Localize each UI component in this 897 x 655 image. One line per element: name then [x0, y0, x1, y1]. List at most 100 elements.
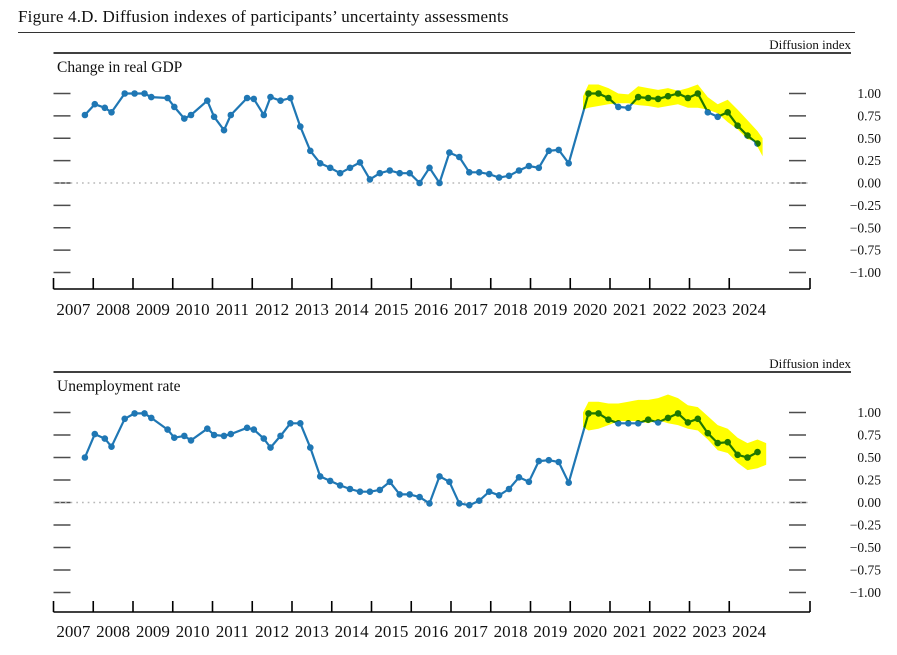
data-point [81, 454, 89, 461]
y-tick-label: −0.75 [850, 243, 881, 258]
data-point [406, 169, 414, 177]
data-point [416, 179, 423, 187]
data-point [525, 478, 533, 486]
data-point [204, 425, 211, 433]
y-tick-label: −0.50 [850, 220, 881, 235]
x-year-label: 2009 [136, 622, 170, 641]
data-point [366, 488, 374, 496]
x-year-label: 2023 [692, 622, 726, 641]
y-tick-label: 1.00 [857, 86, 881, 101]
data-point [704, 109, 712, 116]
data-point [220, 126, 228, 134]
data-point [615, 103, 622, 111]
data-point [495, 492, 503, 499]
highlight-band [583, 394, 767, 471]
figure-title: Figure 4.D. Diffusion indexes of partici… [18, 7, 509, 26]
y-tick-label: −0.25 [850, 198, 881, 213]
panel-unemployment: 1.00 0.75 0.50 0.25 0.00 −0.25 −0.50 −0.75 −1.00… [52, 371, 881, 641]
right-axis-header-unemployment: Diffusion index [769, 356, 851, 371]
data-point [316, 160, 324, 167]
data-point [297, 420, 304, 427]
data-point [396, 169, 404, 177]
data-point [456, 153, 463, 161]
data-point [260, 111, 268, 119]
data-point [475, 169, 483, 176]
data-point [515, 167, 523, 174]
data-point [416, 493, 423, 501]
data-point [121, 415, 128, 423]
data-point [495, 174, 503, 181]
x-year-label: 2010 [176, 300, 210, 319]
data-point [260, 435, 268, 442]
x-year-label: 2015 [374, 300, 408, 319]
x-year-label: 2015 [374, 622, 408, 641]
y-tick-label: 0.75 [857, 108, 881, 123]
data-point [545, 456, 553, 464]
x-year-label: 2021 [613, 300, 647, 319]
data-point [386, 167, 394, 174]
x-year-label: 2021 [613, 622, 647, 641]
data-point [287, 94, 294, 102]
y-tick-label: 0.00 [857, 176, 881, 191]
data-point [148, 93, 155, 101]
data-point [505, 172, 513, 180]
x-year-label: 2018 [494, 300, 528, 319]
data-point [243, 94, 251, 102]
data-point [121, 90, 128, 97]
right-axis-header-gdp: Diffusion index [769, 37, 851, 52]
data-point [181, 115, 188, 122]
y-tick-label: 1.00 [857, 405, 881, 420]
data-point [426, 500, 433, 507]
data-point [250, 426, 258, 433]
data-point [204, 97, 211, 104]
data-point [326, 477, 334, 485]
y-tick-label: −0.25 [850, 518, 881, 533]
x-year-label: 2014 [335, 300, 370, 319]
data-point [91, 100, 99, 108]
x-year-label: 2010 [176, 622, 210, 641]
x-year-label: 2016 [414, 622, 448, 641]
data-point [277, 97, 284, 104]
x-year-label: 2009 [136, 300, 170, 319]
x-year-label: 2017 [454, 622, 489, 641]
x-year-label: 2024 [732, 622, 767, 641]
data-point [101, 104, 109, 112]
data-point [376, 169, 384, 177]
data-point [356, 159, 364, 166]
x-year-label: 2022 [653, 300, 687, 319]
data-point [250, 95, 258, 103]
data-point [714, 113, 721, 121]
panel-gdp: 1.00 0.75 0.50 0.25 0.00 −0.25 −0.50 −0.75 −1.00… [52, 52, 881, 319]
data-point [406, 491, 414, 498]
x-year-label: 2016 [414, 300, 448, 319]
y-tick-label: −0.50 [850, 540, 881, 555]
data-point [277, 432, 284, 440]
data-point [336, 169, 344, 177]
data-point [436, 179, 443, 187]
data-point [297, 123, 304, 130]
y-tick-label: 0.50 [857, 450, 881, 465]
y-tick-label: −0.75 [850, 563, 881, 578]
data-point [287, 420, 294, 427]
data-point [101, 435, 109, 442]
data-point [307, 147, 314, 155]
data-point [307, 444, 314, 451]
series-line [83, 412, 759, 507]
y-tick-label: 0.25 [857, 473, 881, 488]
data-point [555, 146, 562, 154]
x-year-label: 2007 [56, 622, 91, 641]
data-point [346, 164, 354, 172]
data-point [187, 111, 195, 119]
x-year-label: 2023 [692, 300, 726, 319]
x-year-label: 2019 [533, 622, 567, 641]
y-tick-label: 0.25 [857, 153, 881, 168]
data-point [336, 482, 344, 489]
x-year-label: 2022 [653, 622, 687, 641]
data-point [108, 109, 115, 116]
data-point [625, 104, 632, 112]
x-year-label: 2012 [255, 300, 289, 319]
data-point [634, 420, 642, 427]
data-point [545, 147, 553, 155]
x-year-label: 2008 [96, 622, 130, 641]
